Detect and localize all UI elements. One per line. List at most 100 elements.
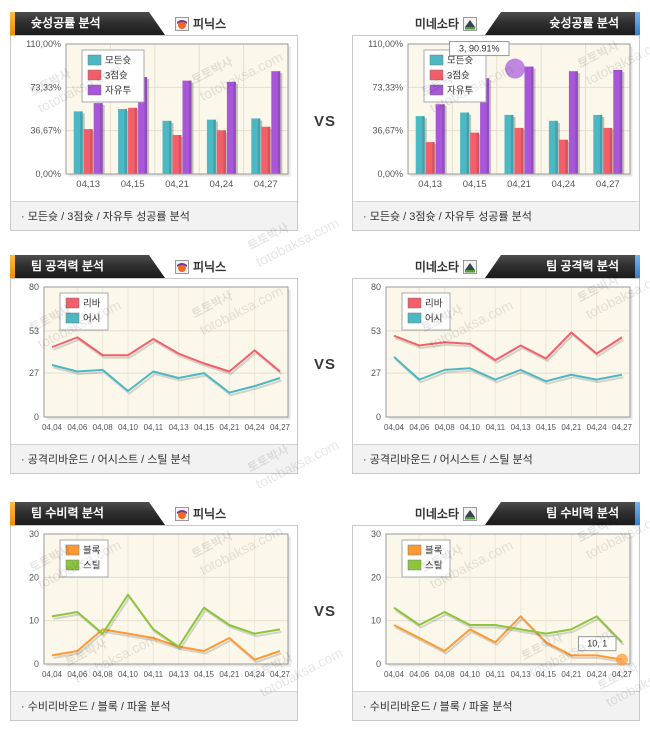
- chart-area: 0 10 20 30 04,04 04,06 04,08 04,10 04,11 04,13 04,…: [11, 526, 297, 691]
- defense-header-phoenix: 팀 수비력 분석 피닉스: [10, 502, 298, 525]
- svg-text:73,33%: 73,33%: [30, 82, 61, 92]
- svg-text:어시: 어시: [425, 314, 442, 325]
- shooting-analysis-row: 슛성공률 분석 피닉스 0,00% 36,67% 73,33% 110,00% 04,1…: [0, 12, 650, 231]
- svg-text:04,11: 04,11: [486, 423, 506, 432]
- defense-line-chart-phoenix[interactable]: 0 10 20 30 04,04 04,06 04,08 04,10 04,11 04,13 04,…: [14, 528, 294, 686]
- vs-label: VS: [313, 356, 336, 373]
- defense-analysis-row: 팀 수비력 분석 피닉스 0 10 20 30 04,04 04,06 04,08 04,10…: [0, 502, 650, 721]
- svg-text:04,21: 04,21: [219, 423, 240, 432]
- offense-box-minnesota: 0 27 53 80 04,04 04,06 04,08 04,10 04,11 04,13 04,…: [352, 278, 640, 474]
- team-label-phoenix: 피닉스: [175, 255, 226, 278]
- svg-text:04,15: 04,15: [536, 670, 557, 679]
- svg-text:3점슛: 3점슛: [105, 70, 128, 82]
- chart-caption: · 모든슛 / 3점슛 / 자유투 성공률 분석: [11, 201, 297, 230]
- svg-text:04,06: 04,06: [409, 423, 430, 432]
- svg-text:0: 0: [34, 412, 39, 422]
- svg-text:3점슛: 3점슛: [447, 70, 470, 82]
- svg-text:20: 20: [371, 572, 381, 582]
- team-label-minnesota: 미네소타: [415, 12, 477, 35]
- svg-text:04,15: 04,15: [536, 423, 557, 432]
- svg-text:20: 20: [29, 572, 39, 582]
- svg-text:블록: 블록: [425, 546, 443, 557]
- chart-area: 0,00% 36,67% 73,33% 110,00% 04,13 04,15 04,21 0…: [11, 36, 297, 201]
- section-banner: 팀 공격력 분석: [15, 255, 165, 278]
- offense-line-chart-phoenix[interactable]: 0 27 53 80 04,04 04,06 04,08 04,10 04,11 04,13 04,…: [14, 281, 294, 439]
- blue-accent-bar: [635, 502, 640, 525]
- svg-text:리바: 리바: [83, 299, 101, 310]
- defense-box-phoenix: 0 10 20 30 04,04 04,06 04,08 04,10 04,11 04,13 04,…: [10, 525, 298, 721]
- svg-text:04,15: 04,15: [463, 179, 487, 190]
- section-banner: 팀 수비력 분석: [15, 502, 165, 525]
- svg-text:모든슛: 모든슛: [447, 56, 473, 67]
- svg-text:04,06: 04,06: [67, 423, 88, 432]
- shooting-header-phoenix: 슛성공률 분석 피닉스: [10, 12, 298, 35]
- minnesota-logo-icon: [463, 259, 477, 274]
- phoenix-logo-icon: [175, 259, 189, 274]
- svg-text:0,00%: 0,00%: [35, 169, 61, 179]
- svg-text:자유투: 자유투: [447, 86, 473, 97]
- phoenix-logo-icon: [175, 16, 189, 31]
- defense-line-chart-minnesota[interactable]: 0 10 20 30 04,04 04,06 04,08 04,10 04,11 04,13 04,…: [356, 528, 636, 686]
- svg-text:04,21: 04,21: [219, 670, 240, 679]
- svg-text:36,67%: 36,67%: [372, 126, 403, 136]
- svg-text:04,08: 04,08: [93, 670, 114, 679]
- svg-text:04,08: 04,08: [435, 670, 456, 679]
- offense-header-minnesota: 미네소타 팀 공격력 분석: [352, 255, 640, 278]
- svg-text:04,10: 04,10: [460, 423, 481, 432]
- svg-text:80: 80: [371, 282, 381, 292]
- minnesota-logo-icon: [463, 506, 477, 521]
- svg-text:36,67%: 36,67%: [30, 126, 61, 136]
- svg-text:04,24: 04,24: [210, 179, 234, 190]
- svg-text:80: 80: [29, 282, 39, 292]
- svg-text:27: 27: [371, 368, 381, 378]
- section-banner: 팀 수비력 분석: [485, 502, 635, 525]
- svg-text:04,13: 04,13: [511, 423, 532, 432]
- shooting-bar-chart-minnesota[interactable]: 0,00% 36,67% 73,33% 110,00% 04,13 04,15 04,21 0…: [356, 38, 636, 196]
- team-name: 피닉스: [193, 260, 227, 274]
- vs-label: VS: [313, 113, 336, 130]
- svg-text:0,00%: 0,00%: [377, 169, 403, 179]
- svg-text:110,00%: 110,00%: [368, 39, 403, 49]
- offense-analysis-row: 팀 공격력 분석 피닉스 0 27 53 80 04,04 04,06 04,08 04,10…: [0, 255, 650, 474]
- svg-text:0: 0: [34, 659, 39, 669]
- offense-line-chart-minnesota[interactable]: 0 27 53 80 04,04 04,06 04,08 04,10 04,11 04,13 04,…: [356, 281, 636, 439]
- svg-text:자유투: 자유투: [105, 86, 131, 97]
- shooting-card-phoenix: 슛성공률 분석 피닉스 0,00% 36,67% 73,33% 110,00% 04,1…: [10, 12, 298, 231]
- orange-accent-bar: [10, 502, 15, 525]
- svg-text:04,06: 04,06: [409, 670, 430, 679]
- team-name: 미네소타: [414, 507, 459, 521]
- svg-text:04,27: 04,27: [612, 423, 633, 432]
- svg-text:30: 30: [371, 529, 381, 539]
- shooting-bar-chart-phoenix[interactable]: 0,00% 36,67% 73,33% 110,00% 04,13 04,15 04,21 0…: [14, 38, 294, 196]
- blue-accent-bar: [635, 12, 640, 35]
- svg-text:10: 10: [371, 616, 381, 626]
- svg-text:53: 53: [29, 326, 39, 336]
- svg-text:0: 0: [376, 659, 381, 669]
- orange-accent-bar: [10, 255, 15, 278]
- chart-area: 0,00% 36,67% 73,33% 110,00% 04,13 04,15 04,21 0…: [353, 36, 639, 201]
- offense-card-phoenix: 팀 공격력 분석 피닉스 0 27 53 80 04,04 04,06 04,08 04,10…: [10, 255, 298, 474]
- svg-text:04,15: 04,15: [194, 670, 215, 679]
- svg-text:10, 1: 10, 1: [587, 639, 607, 649]
- chart-caption: · 수비리바운드 / 블록 / 파울 분석: [11, 691, 297, 720]
- svg-text:04,24: 04,24: [245, 670, 266, 679]
- svg-text:10: 10: [29, 616, 39, 626]
- shooting-box-minnesota: 0,00% 36,67% 73,33% 110,00% 04,13 04,15 04,21 0…: [352, 35, 640, 231]
- svg-text:04,04: 04,04: [384, 423, 405, 432]
- svg-text:04,11: 04,11: [486, 670, 506, 679]
- svg-text:04,10: 04,10: [460, 670, 481, 679]
- svg-text:04,15: 04,15: [121, 179, 145, 190]
- svg-text:04,10: 04,10: [118, 423, 139, 432]
- section-banner: 팀 공격력 분석: [485, 255, 635, 278]
- team-label-phoenix: 피닉스: [175, 12, 226, 35]
- team-name: 미네소타: [414, 260, 459, 274]
- svg-text:73,33%: 73,33%: [372, 82, 403, 92]
- blue-accent-bar: [635, 255, 640, 278]
- vs-label: VS: [313, 603, 336, 620]
- shooting-box-phoenix: 0,00% 36,67% 73,33% 110,00% 04,13 04,15 04,21 0…: [10, 35, 298, 231]
- svg-text:04,11: 04,11: [144, 423, 164, 432]
- svg-text:04,06: 04,06: [67, 670, 88, 679]
- orange-accent-bar: [10, 12, 15, 35]
- svg-text:04,13: 04,13: [169, 670, 190, 679]
- team-name: 피닉스: [193, 17, 227, 31]
